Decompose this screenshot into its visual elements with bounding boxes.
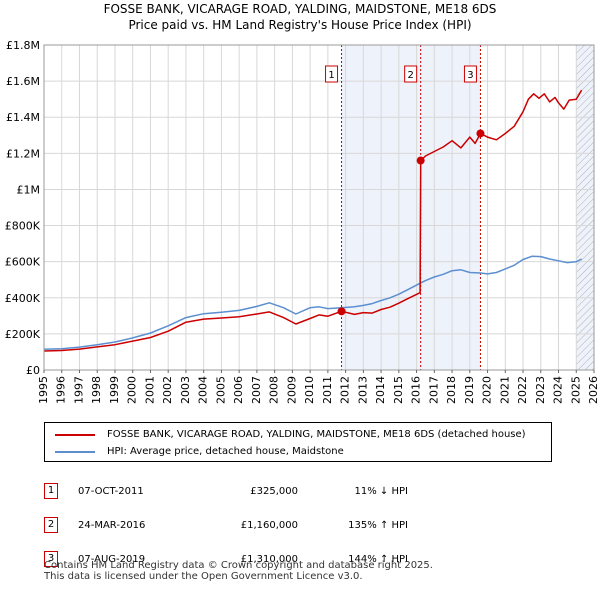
x-tick-label: 2004 xyxy=(197,376,210,404)
chart-subtitle: Price paid vs. HM Land Registry's House … xyxy=(128,18,472,32)
sale-number-cell: 3 xyxy=(44,542,58,576)
footer: Contains HM Land Registry data © Crown c… xyxy=(44,560,433,582)
sale-number-badge: 3 xyxy=(44,551,58,567)
footer-copyright: Contains HM Land Registry data © Crown c… xyxy=(44,560,433,571)
chart-title-address: FOSSE BANK, VICARAGE ROAD, YALDING, MAID… xyxy=(103,2,497,16)
x-tick-label: 2026 xyxy=(587,376,600,404)
sale-hpi-change: 11% ↓ HPI xyxy=(354,485,408,497)
x-tick-label: 2016 xyxy=(410,376,423,404)
legend-item-property: FOSSE BANK, VICARAGE ROAD, YALDING, MAID… xyxy=(55,429,526,440)
sale-hpi-change: 144% ↑ HPI xyxy=(348,553,408,565)
sale-number-box xyxy=(404,65,418,83)
x-tick-label: 2001 xyxy=(143,376,156,404)
x-tick-label: 2002 xyxy=(161,376,174,404)
x-tick-label: 2010 xyxy=(303,376,316,404)
sale-point xyxy=(476,129,485,138)
sale-price: £1,160,000 xyxy=(240,519,298,531)
x-tick-label: 2017 xyxy=(427,376,440,404)
sale-number-badge: 2 xyxy=(44,517,58,533)
sale-number-label: 1 xyxy=(328,70,334,81)
plot-frame xyxy=(43,44,595,371)
x-tick-label: 2015 xyxy=(392,376,405,404)
x-tick-label: 2019 xyxy=(463,376,476,404)
sale-number-badge: 1 xyxy=(44,483,58,499)
y-tick-label: £600K xyxy=(5,256,41,269)
legend: FOSSE BANK, VICARAGE ROAD, YALDING, MAID… xyxy=(44,422,552,462)
forecast-hatch xyxy=(576,45,594,370)
sale-number-cell: 2 xyxy=(44,508,58,542)
footer-licence: This data is licensed under the Open Gov… xyxy=(44,571,363,582)
y-tick-label: £1.6M xyxy=(6,75,40,88)
x-tick-label: 2007 xyxy=(250,376,263,404)
y-tick-label: £1.2M xyxy=(6,147,40,160)
sales-table: 1 07-OCT-2011 £325,000 11% ↓ HPI 2 24-MA… xyxy=(44,474,408,576)
sale-date: 07-OCT-2011 xyxy=(78,485,144,497)
x-tick-label: 2018 xyxy=(445,376,458,404)
x-tick-label: 2022 xyxy=(516,376,529,404)
legend-label-hpi: HPI: Average price, detached house, Maid… xyxy=(107,446,344,457)
sale-date: 07-AUG-2019 xyxy=(78,553,146,565)
y-tick-label: £1.8M xyxy=(6,39,40,52)
x-tick-label: 2013 xyxy=(356,376,369,404)
x-tick-label: 2023 xyxy=(534,376,547,404)
legend-label-property: FOSSE BANK, VICARAGE ROAD, YALDING, MAID… xyxy=(107,429,526,440)
sale-number-box xyxy=(463,65,477,83)
x-tick-label: 2024 xyxy=(552,376,565,404)
x-tick-label: 1997 xyxy=(72,376,85,404)
hpi-line xyxy=(44,255,582,350)
legend-item-hpi: HPI: Average price, detached house, Maid… xyxy=(55,446,344,457)
sale-price: £1,310,000 xyxy=(240,553,298,565)
x-tick-label: 2008 xyxy=(268,376,281,404)
x-tick-label: 2025 xyxy=(569,376,582,404)
x-tick-label: 1995 xyxy=(37,376,50,404)
legend-swatch-property xyxy=(55,433,95,436)
x-tick-label: 2000 xyxy=(126,376,139,404)
x-tick-label: 1998 xyxy=(90,376,103,404)
y-tick-label: £0 xyxy=(26,364,40,377)
sale-number-label: 2 xyxy=(407,70,413,81)
table-row: 1 07-OCT-2011 £325,000 11% ↓ HPI xyxy=(44,474,408,508)
sale-point xyxy=(337,307,346,316)
table-row: 3 07-AUG-2019 £1,310,000 144% ↑ HPI xyxy=(44,542,408,576)
x-tick-label: 2011 xyxy=(321,376,334,404)
sale-point xyxy=(416,156,425,165)
table-row: 2 24-MAR-2016 £1,160,000 135% ↑ HPI xyxy=(44,508,408,542)
x-tick-label: 2020 xyxy=(481,376,494,404)
sale-hpi-change: 135% ↑ HPI xyxy=(348,519,408,531)
x-tick-label: 2012 xyxy=(339,376,352,404)
price-chart: 1 2 3 1995 1996 1997 1998 1999 2000 2001 2002 2003… xyxy=(5,39,600,404)
legend-swatch-hpi xyxy=(55,450,95,453)
x-tick-label: 2014 xyxy=(374,376,387,404)
x-tick-label: 2021 xyxy=(498,376,511,404)
x-tick-label: 2006 xyxy=(232,376,245,404)
y-tick-label: £1M xyxy=(17,183,41,196)
x-tick-label: 2009 xyxy=(285,376,298,404)
y-tick-label: £400K xyxy=(5,292,41,305)
x-tick-label: 1999 xyxy=(108,376,121,404)
y-tick-label: £800K xyxy=(5,220,41,233)
shaded-region xyxy=(341,45,481,370)
y-tick-label: £1.4M xyxy=(6,111,40,124)
sale-number-cell: 1 xyxy=(44,474,58,508)
sale-price: £325,000 xyxy=(250,485,298,497)
sale-date: 24-MAR-2016 xyxy=(78,519,146,531)
sale-number-box xyxy=(325,65,339,83)
property-price-line xyxy=(44,89,583,352)
x-tick-label: 2003 xyxy=(179,376,192,404)
x-tick-label: 1996 xyxy=(55,376,68,404)
sale-number-label: 3 xyxy=(467,70,473,81)
y-tick-label: £200K xyxy=(5,328,41,341)
x-tick-label: 2005 xyxy=(214,376,227,404)
